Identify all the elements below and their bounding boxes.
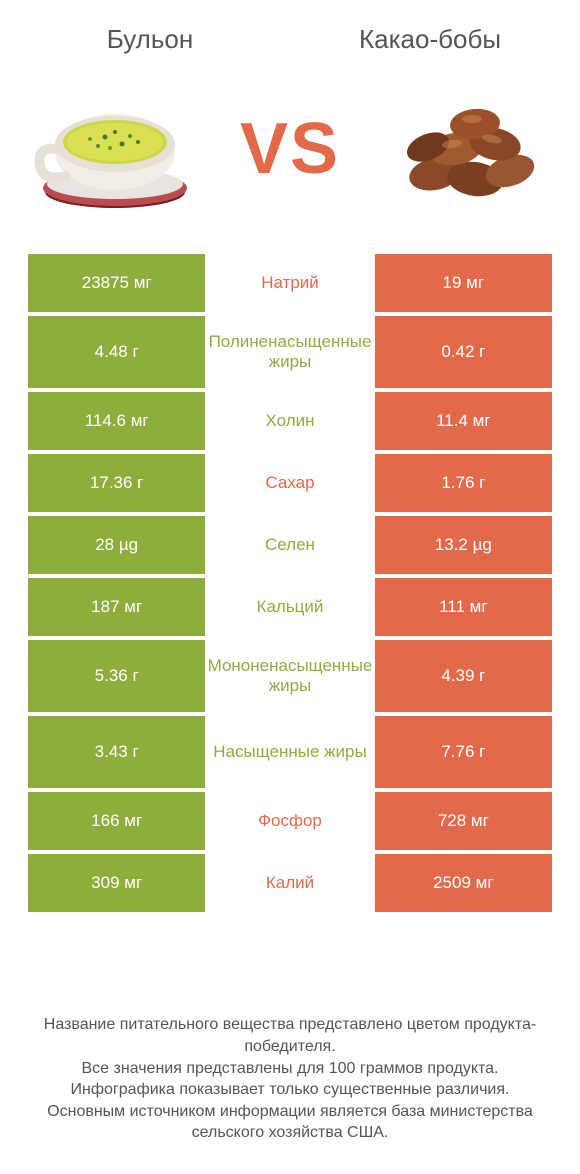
images-row: VS: [0, 64, 580, 254]
nutrient-label-cell: Селен: [205, 516, 374, 574]
table-row: 4.48 гПолиненасыщенные жиры0.42 г: [28, 316, 552, 388]
nutrient-label-cell: Полиненасыщенные жиры: [205, 316, 374, 388]
left-value-cell: 3.43 г: [28, 716, 205, 788]
nutrient-label-cell: Насыщенные жиры: [205, 716, 374, 788]
broth-image: [30, 74, 200, 224]
table-row: 309 мгКалий2509 мг: [28, 854, 552, 912]
table-row: 114.6 мгХолин11.4 мг: [28, 392, 552, 450]
right-value-cell: 4.39 г: [375, 640, 552, 712]
nutrient-label-cell: Фосфор: [205, 792, 374, 850]
nutrient-label-cell: Калий: [205, 854, 374, 912]
left-value-cell: 166 мг: [28, 792, 205, 850]
table-row: 166 мгФосфор728 мг: [28, 792, 552, 850]
footer-line: Название питательного вещества представл…: [28, 1014, 552, 1057]
table-row: 5.36 гМононенасыщенные жиры4.39 г: [28, 640, 552, 712]
right-value-cell: 11.4 мг: [375, 392, 552, 450]
right-value-cell: 1.76 г: [375, 454, 552, 512]
right-value-cell: 728 мг: [375, 792, 552, 850]
right-product-title: Какао-бобы: [340, 25, 520, 54]
footer-line: Основным источником информации является …: [28, 1101, 552, 1144]
left-product-title: Бульон: [60, 25, 240, 54]
left-value-cell: 28 µg: [28, 516, 205, 574]
left-value-cell: 309 мг: [28, 854, 205, 912]
cocoa-beans-image: [380, 74, 550, 224]
vs-label: VS: [240, 108, 340, 190]
right-value-cell: 7.76 г: [375, 716, 552, 788]
right-value-cell: 13.2 µg: [375, 516, 552, 574]
table-row: 17.36 гСахар1.76 г: [28, 454, 552, 512]
left-value-cell: 187 мг: [28, 578, 205, 636]
left-value-cell: 114.6 мг: [28, 392, 205, 450]
nutrient-label-cell: Мононенасыщенные жиры: [205, 640, 374, 712]
header-row: Бульон Какао-бобы: [0, 0, 580, 64]
nutrition-table: 23875 мгНатрий19 мг4.48 гПолиненасыщенны…: [0, 254, 580, 912]
nutrient-label-cell: Кальций: [205, 578, 374, 636]
footer-line: Инфографика показывает только существенн…: [28, 1079, 552, 1101]
left-value-cell: 5.36 г: [28, 640, 205, 712]
right-value-cell: 0.42 г: [375, 316, 552, 388]
left-value-cell: 4.48 г: [28, 316, 205, 388]
nutrient-label-cell: Холин: [205, 392, 374, 450]
left-value-cell: 23875 мг: [28, 254, 205, 312]
footer-line: Все значения представлены для 100 граммо…: [28, 1058, 552, 1080]
footer-notes: Название питательного вещества представл…: [0, 1014, 580, 1144]
right-value-cell: 111 мг: [375, 578, 552, 636]
nutrient-label-cell: Сахар: [205, 454, 374, 512]
table-row: 23875 мгНатрий19 мг: [28, 254, 552, 312]
right-value-cell: 19 мг: [375, 254, 552, 312]
table-row: 187 мгКальций111 мг: [28, 578, 552, 636]
table-row: 3.43 гНасыщенные жиры7.76 г: [28, 716, 552, 788]
table-row: 28 µgСелен13.2 µg: [28, 516, 552, 574]
nutrient-label-cell: Натрий: [205, 254, 374, 312]
right-value-cell: 2509 мг: [375, 854, 552, 912]
left-value-cell: 17.36 г: [28, 454, 205, 512]
